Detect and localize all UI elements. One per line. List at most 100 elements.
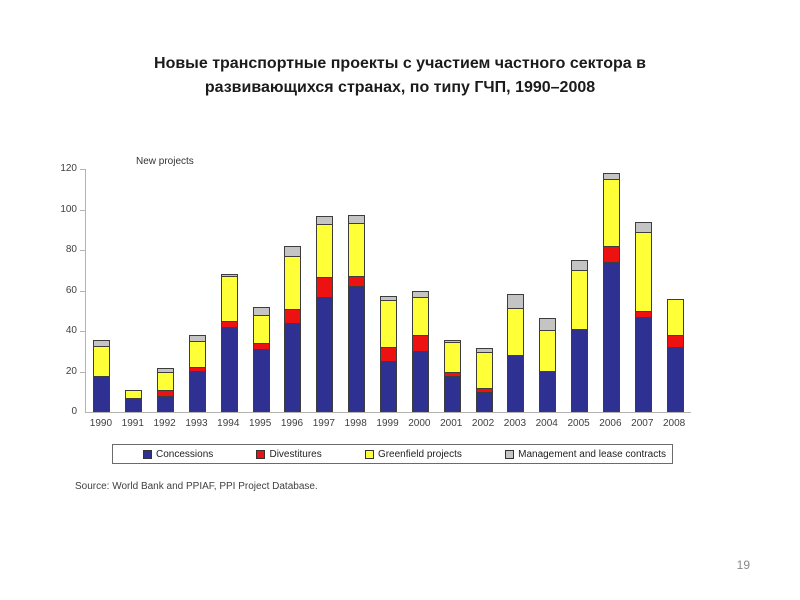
segment-1997-management-and-lease-contracts [316,216,334,224]
segment-2004-concessions [539,371,557,412]
y-tick-label-20: 20 [65,365,77,377]
legend-label: Management and lease contracts [518,448,666,460]
segment-2006-divestitures [602,246,620,262]
x-tick-label-1995: 1995 [249,418,272,429]
x-tick-label-2007: 2007 [631,418,654,429]
segment-2002-management-and-lease-contracts [475,348,493,352]
bar-2008 [666,299,684,412]
y-axis-title: New projects [136,156,194,167]
x-tick-label-1999: 1999 [376,418,399,429]
segment-2005-greenfield-projects [571,270,589,329]
segment-2005-concessions [571,329,589,412]
bar-slot-2007 [627,169,659,412]
segment-1992-concessions [157,396,175,412]
segment-1993-greenfield-projects [188,341,206,367]
legend-marker-icon [143,449,152,459]
legend-label: Concessions [156,448,214,460]
legend-item-greenfield-projects: Greenfield projects [364,448,462,460]
x-tick-label-1993: 1993 [185,418,208,429]
legend-item-divestitures: Divestitures [256,449,322,460]
bar-1992 [157,368,175,412]
y-tick-mark-100 [80,210,85,211]
segment-1994-concessions [220,327,238,412]
segment-2000-concessions [411,351,429,412]
segment-2008-divestitures [666,335,684,347]
segment-1995-greenfield-projects [252,315,270,343]
segment-2005-management-and-lease-contracts [571,260,589,270]
segment-2004-management-and-lease-contracts [539,318,557,330]
bar-2007 [634,222,652,412]
segment-2003-concessions [507,355,525,412]
bar-1994 [220,274,238,412]
bar-1991 [125,390,143,412]
segment-2008-concessions [666,347,684,412]
segment-2001-management-and-lease-contracts [443,340,461,342]
segment-2001-divestitures [443,372,461,376]
segment-1996-concessions [284,323,302,412]
segment-2003-management-and-lease-contracts [507,294,525,308]
segment-2001-concessions [443,376,461,412]
legend-item-management-and-lease-contracts: Management and lease contracts [505,449,666,460]
bar-slot-2004 [532,169,564,412]
bar-slot-1992 [150,169,182,412]
bar-slot-1991 [118,169,150,412]
x-tick-label-2008: 2008 [662,418,686,429]
y-tick-label-40: 40 [65,325,77,336]
legend-label: Greenfield projects [377,448,462,460]
x-tick-label-2006: 2006 [599,418,622,429]
bar-2000 [411,291,429,412]
legend-marker-icon [256,449,266,459]
bar-slot-1995 [245,169,277,412]
y-tick-mark-20 [80,372,85,373]
bar-1999 [380,296,398,412]
segment-1995-management-and-lease-contracts [252,307,270,315]
x-tick-label-1991: 1991 [121,418,144,429]
bar-2001 [443,340,461,412]
bar-slot-2006 [596,169,628,412]
bar-slot-2008 [659,169,691,412]
y-tick-label-120: 120 [60,163,77,174]
segment-2000-greenfield-projects [411,297,429,335]
segment-1996-management-and-lease-contracts [284,246,302,256]
segment-2006-concessions [602,262,620,412]
segment-1993-management-and-lease-contracts [188,335,206,341]
bar-slot-1990 [86,169,118,412]
segment-2007-divestitures [634,311,652,317]
segment-2007-management-and-lease-contracts [634,222,652,232]
x-tick-label-1997: 1997 [312,418,335,429]
x-tick-label-1990: 1990 [89,418,113,429]
x-tick-label-1998: 1998 [344,418,367,429]
segment-1994-management-and-lease-contracts [220,274,238,276]
segment-1993-divestitures [188,367,206,371]
segment-1999-concessions [380,361,398,412]
x-tick-label-2000: 2000 [408,418,431,429]
segment-2001-greenfield-projects [443,342,461,372]
x-tick-label-2005: 2005 [567,418,590,429]
y-tick-mark-40 [80,331,85,332]
segment-2006-greenfield-projects [602,179,620,246]
x-tick-label-2003: 2003 [503,418,527,429]
segment-1992-management-and-lease-contracts [157,368,175,372]
x-tick-label-1994: 1994 [217,418,240,429]
segment-1991-concessions [125,398,143,412]
segment-1999-management-and-lease-contracts [380,296,398,300]
segment-1994-greenfield-projects [220,276,238,321]
bar-slot-1998 [341,169,373,412]
x-tick-label-2004: 2004 [535,418,558,429]
bar-slot-2002 [468,169,500,412]
y-tick-mark-120 [80,169,85,170]
segment-2008-greenfield-projects [666,299,684,335]
segment-2002-concessions [475,392,493,412]
bars-container [86,169,691,412]
bar-slot-1994 [213,169,245,412]
bar-slot-2000 [404,169,436,412]
chart-title: Новые транспортные проекты с участием ча… [0,52,800,100]
plot-area: New projects [85,156,691,413]
bar-2004 [539,318,557,412]
bar-slot-1993 [182,169,214,412]
segment-1996-divestitures [284,309,302,323]
segment-2004-greenfield-projects [539,330,557,371]
segment-1990-greenfield-projects [93,346,111,376]
x-axis-labels: 1990 1991 1992 1993 1994 1995 1996 1997 1998 1999… [85,418,690,429]
